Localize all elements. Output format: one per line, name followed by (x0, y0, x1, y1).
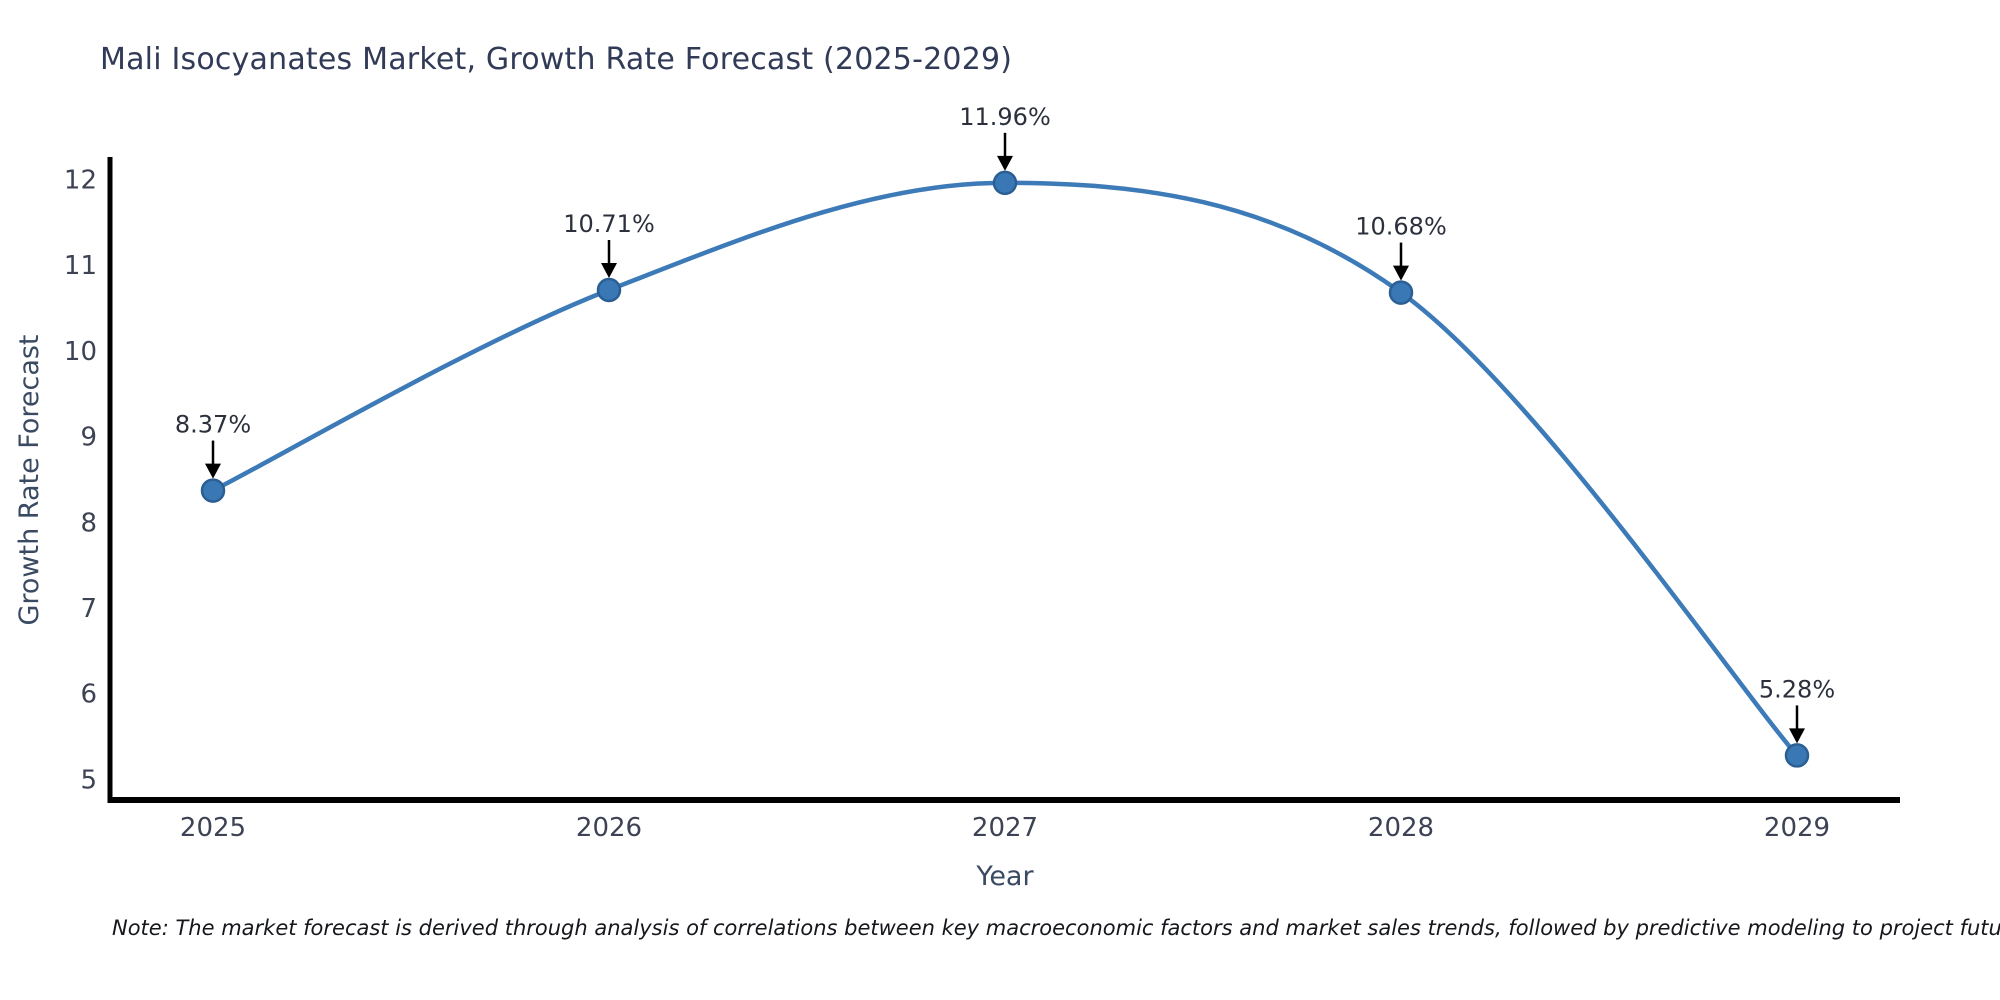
chart-footnote: Note: The market forecast is derived thr… (112, 916, 2000, 940)
y-tick-label-5: 5 (80, 765, 97, 795)
x-tick-label-2027: 2027 (972, 813, 1038, 843)
chart-title: Mali Isocyanates Market, Growth Rate For… (100, 42, 1013, 77)
y-tick-label-10: 10 (64, 337, 97, 367)
x-tick-label-2025: 2025 (180, 813, 246, 843)
annotation-arrow-head-icon (205, 463, 221, 479)
x-axis-title: Year (975, 861, 1034, 892)
point-annotations: 8.37% 10.71% 11.96% 10.68% 5.28% (175, 103, 1835, 744)
data-point-2026 (596, 277, 622, 303)
y-tick-label-11: 11 (64, 251, 97, 281)
point-label-2028: 10.68% (1355, 213, 1447, 241)
annotation-arrow-head-icon (1789, 728, 1805, 744)
y-tick-label-8: 8 (80, 508, 97, 538)
data-point-2028 (1388, 280, 1414, 305)
point-label-2027: 11.96% (959, 103, 1051, 131)
annotation-arrow-head-icon (997, 155, 1013, 171)
y-tick-label-7: 7 (80, 594, 97, 624)
x-tick-label-2029: 2029 (1764, 813, 1830, 843)
annotation-arrow-head-icon (601, 263, 617, 278)
forecast-curve (210, 180, 1800, 758)
point-label-2026: 10.71% (563, 210, 655, 238)
point-label-2025: 8.37% (175, 411, 251, 439)
annotation-arrow-head-icon (1393, 265, 1409, 281)
point-label-2029: 5.28% (1759, 675, 1835, 703)
y-axis-title: Growth Rate Forecast (14, 334, 45, 625)
y-tick-label-6: 6 (80, 680, 97, 710)
series-markers (200, 170, 1810, 768)
y-tick-label-12: 12 (64, 165, 97, 195)
y-axis-tick-labels: 5 6 7 8 9 10 11 12 (64, 165, 97, 795)
data-point-2025 (200, 478, 226, 503)
series-line (210, 180, 1800, 758)
x-axis-tick-labels: 2025 2026 2027 2028 2029 (180, 813, 1830, 843)
x-tick-label-2028: 2028 (1368, 813, 1434, 843)
data-point-2029 (1784, 743, 1810, 768)
x-tick-label-2026: 2026 (576, 813, 642, 843)
y-tick-label-9: 9 (80, 423, 97, 453)
data-point-2027 (992, 170, 1018, 196)
